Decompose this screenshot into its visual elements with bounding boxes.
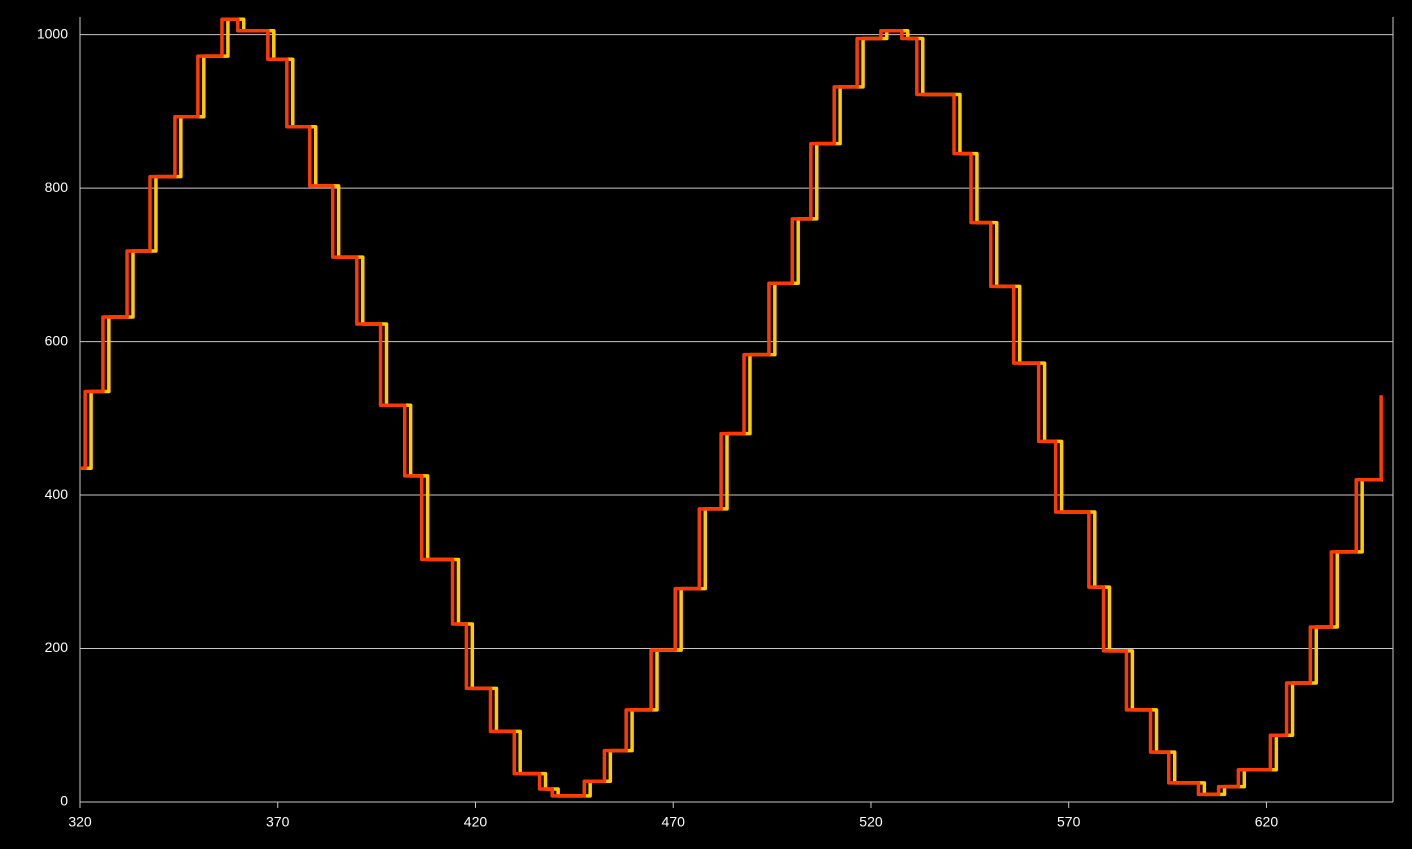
series-line — [80, 17, 1384, 798]
y-tick-label: 200 — [45, 639, 69, 655]
x-tick-label: 420 — [464, 814, 488, 830]
series-line — [80, 17, 1383, 798]
x-tick-label: 470 — [662, 814, 686, 830]
x-tick-label: 570 — [1057, 814, 1081, 830]
y-tick-label: 800 — [45, 179, 69, 195]
y-tick-label: 400 — [45, 486, 69, 502]
y-tick-label: 1000 — [37, 25, 68, 41]
x-tick-label: 320 — [68, 814, 92, 830]
x-tick-label: 620 — [1255, 814, 1279, 830]
x-tick-label: 520 — [859, 814, 883, 830]
y-tick-label: 600 — [45, 332, 69, 348]
x-tick-label: 370 — [266, 814, 290, 830]
y-tick-label: 0 — [60, 793, 68, 809]
